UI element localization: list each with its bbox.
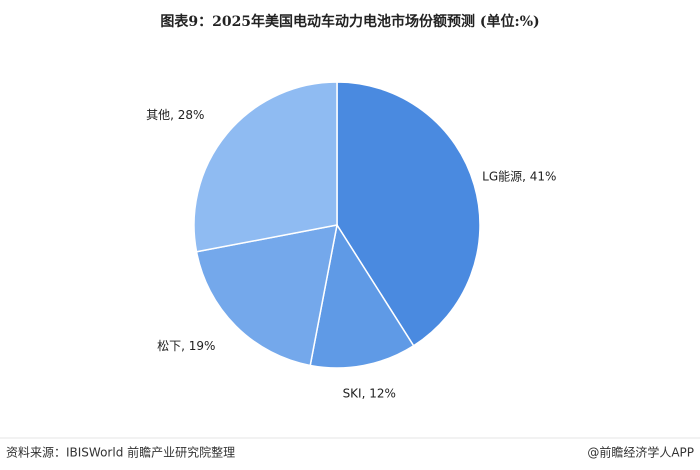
brand: @前瞻经济学人APP <box>587 445 694 460</box>
chart-title: 图表9：2025年美国电动车动力电池市场份额预测 (单位:%) <box>160 13 539 30</box>
slice-label: 松下, 19% <box>157 339 215 353</box>
slice-label: LG能源, 41% <box>482 170 556 184</box>
pie-slice <box>336 81 481 347</box>
pie-slice <box>193 81 338 253</box>
pie-slice <box>309 222 415 369</box>
slice-label: 其他, 28% <box>146 108 204 122</box>
slice-label: SKI, 12% <box>343 386 396 400</box>
pie-slice <box>195 224 338 367</box>
source: 资料来源：IBISWorld 前瞻产业研究院整理 <box>6 445 235 460</box>
